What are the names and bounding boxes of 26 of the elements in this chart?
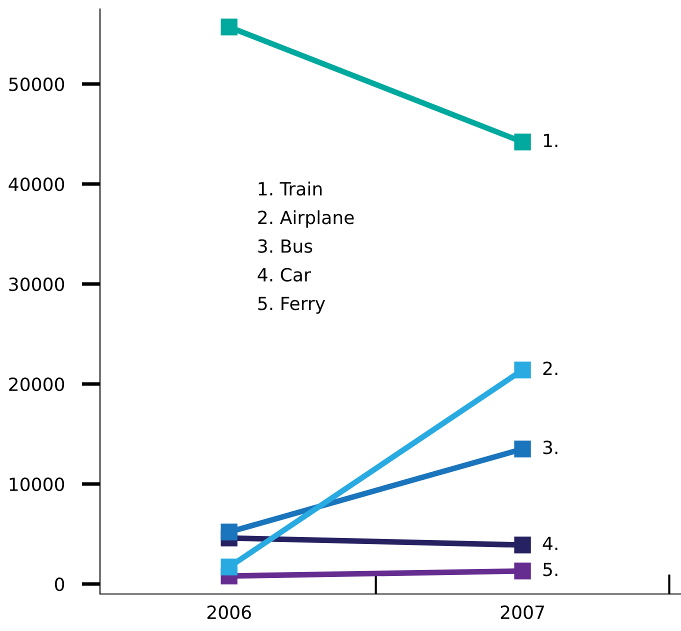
x-tick-label: 2007 (500, 605, 544, 620)
annotation: 4. (542, 536, 558, 550)
point (220, 524, 238, 540)
annotation: 4. Car (258, 268, 311, 282)
annotation: 1. Train (258, 182, 322, 196)
y-tick-label: 0 (54, 577, 64, 592)
annotation: 5. (543, 562, 558, 576)
annotation: 5. Ferry (258, 296, 326, 314)
y-tick-label: 20000 (9, 377, 64, 392)
y-tick-label: 40000 (8, 177, 64, 192)
annotation: 3. Bus (258, 239, 312, 253)
y-tick-label: 30000 (9, 277, 64, 292)
annotation: 3. (543, 440, 558, 454)
y-tick-label: 10000 (10, 477, 64, 492)
point (514, 440, 531, 458)
point (220, 558, 238, 576)
annotation: 2. Airplane (258, 210, 354, 228)
point (220, 18, 238, 36)
point (514, 562, 531, 580)
point (514, 362, 531, 378)
annotation: 1. (544, 134, 558, 147)
annotation: 2. (543, 362, 558, 375)
point (514, 536, 531, 554)
x-tick-label: 2006 (207, 605, 251, 620)
y-tick-label: 50000 (9, 77, 64, 92)
point (514, 134, 531, 150)
